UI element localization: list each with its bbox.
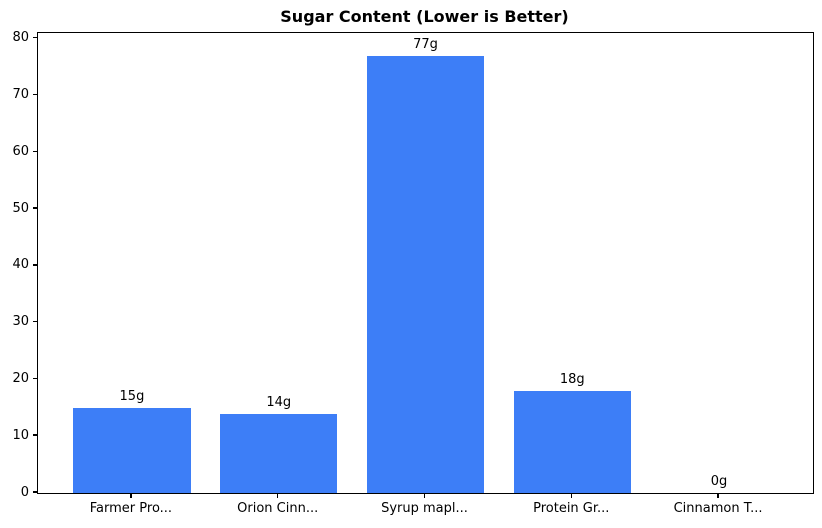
bar <box>366 55 485 493</box>
y-tick-mark <box>33 377 37 380</box>
y-tick-mark <box>33 264 37 266</box>
x-tick-label: Orion Cinn... <box>237 501 319 516</box>
x-tick-mark <box>130 493 132 498</box>
plot-area: 15g 14g 77g 18g 0g <box>37 32 814 494</box>
bar-value-label: 0g <box>710 474 728 489</box>
bar <box>220 413 338 493</box>
x-tick-label: Cinnamon T... <box>673 501 763 516</box>
y-tick-label: 60 <box>12 143 29 159</box>
bar-value-label: 77g <box>413 36 438 52</box>
y-tick-label: 30 <box>12 314 29 330</box>
y-tick-label: 40 <box>12 257 29 273</box>
bar-value-label: 15g <box>119 388 145 404</box>
x-tick-mark <box>570 493 573 498</box>
bar <box>513 390 631 493</box>
y-tick-label: 0 <box>20 484 29 500</box>
y-tick-mark <box>33 207 37 209</box>
x-tick-label: Syrup mapl... <box>381 501 468 516</box>
bar-value-label: 18g <box>559 371 585 387</box>
y-tick-mark <box>33 491 37 493</box>
y-tick-label: 50 <box>12 200 29 216</box>
y-tick-label: 80 <box>12 30 29 46</box>
bar <box>73 407 191 493</box>
y-tick-mark <box>33 320 37 323</box>
bar-value-label: 14g <box>266 394 292 410</box>
x-tick-mark <box>276 493 279 498</box>
y-tick-label: 10 <box>12 427 29 443</box>
y-tick-mark <box>33 434 37 436</box>
chart-title: Sugar Content (Lower is Better) <box>280 7 569 26</box>
y-tick-label: 20 <box>12 370 29 386</box>
y-tick-label: 70 <box>12 86 29 102</box>
y-tick-mark <box>33 93 37 96</box>
y-tick-mark <box>33 150 37 152</box>
x-tick-label: Farmer Pro... <box>89 501 173 516</box>
y-tick-mark <box>33 36 37 39</box>
x-tick-mark <box>423 493 426 498</box>
x-tick-label: Protein Gr... <box>533 501 610 516</box>
x-tick-mark <box>717 493 719 498</box>
